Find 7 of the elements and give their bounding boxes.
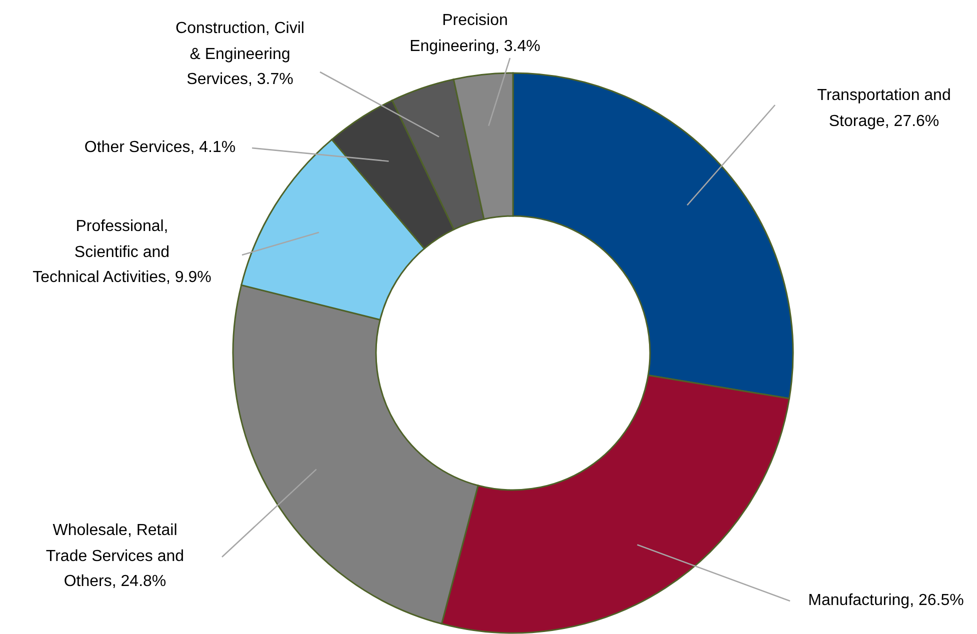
slice-label: Transportation and Storage, 27.6% (817, 87, 951, 130)
slice-label: Precision Engineering, 3.4% (410, 12, 540, 54)
slice-label: Other Services, 4.1% (84, 139, 236, 156)
slice-label: Construction, Civil & Engineering Services, 3.7% (176, 20, 304, 88)
slice-label: Manufacturing, 26.5% (808, 592, 964, 609)
slice-label: Professional, Scientific and Technical Activities, 9.9% (32, 218, 212, 286)
slice-label: Wholesale, Retail Trade Services and Others, 24.8% (46, 522, 184, 590)
